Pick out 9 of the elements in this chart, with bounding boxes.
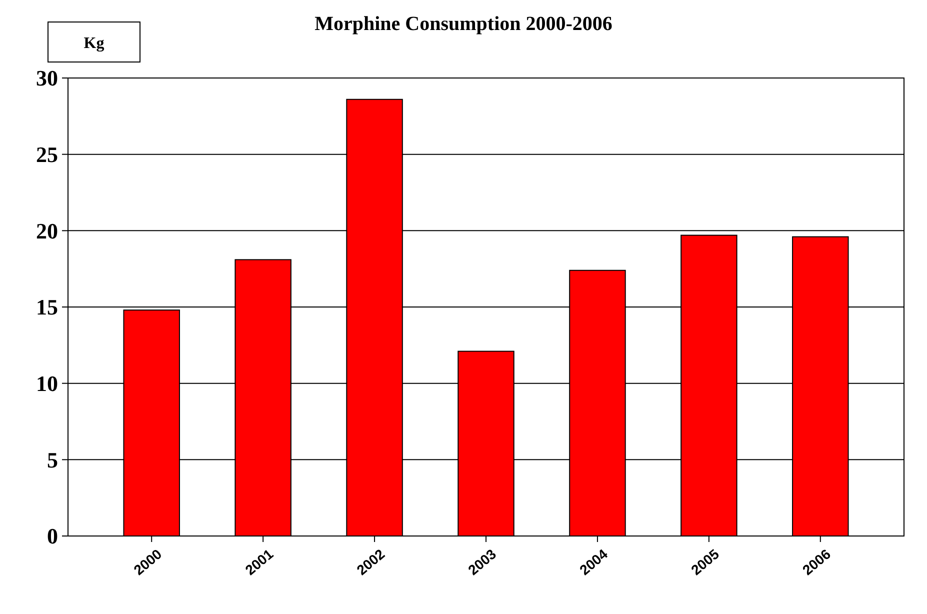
y-tick-label: 30 bbox=[36, 66, 58, 91]
y-tick-label: 25 bbox=[36, 142, 58, 168]
y-axis-title: Kg bbox=[84, 35, 104, 52]
y-tick-label: 5 bbox=[47, 447, 58, 472]
y-tick-label: 10 bbox=[36, 371, 58, 396]
y-tick-label: 20 bbox=[36, 218, 58, 244]
y-tick-label: 15 bbox=[36, 294, 58, 320]
chart-title: Morphine Consumption 2000-2006 bbox=[314, 13, 612, 35]
y-tick-label: 0 bbox=[47, 524, 58, 549]
